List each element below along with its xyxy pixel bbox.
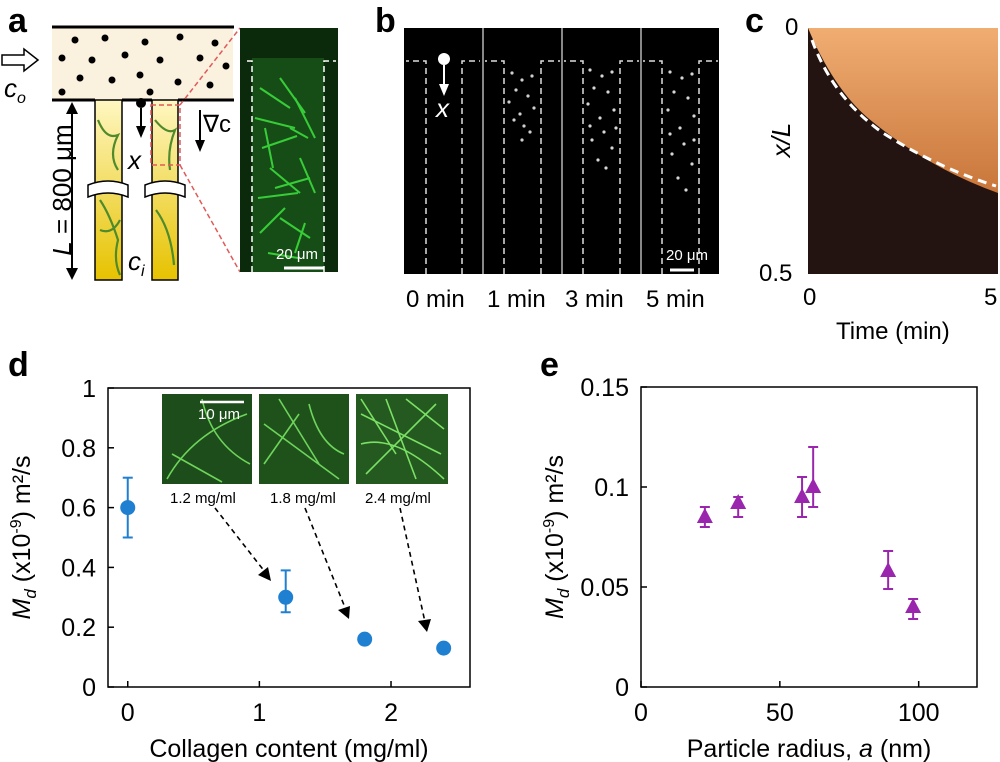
inset-1-2 bbox=[162, 394, 252, 484]
c-ylabel: x/L bbox=[766, 122, 796, 158]
inset-label-1: 1.2 mg/ml bbox=[170, 490, 236, 507]
scale-bar-label-b: 20 μm bbox=[666, 247, 708, 264]
chart-e: 0 0.05 0.1 0.15 0 50 100 Particle radius, a (nm… bbox=[541, 374, 978, 762]
panel-label-c: c bbox=[745, 2, 764, 40]
grad-c-label: ∇c bbox=[203, 111, 232, 138]
y-tick-label: 0.8 bbox=[61, 435, 96, 463]
data-point bbox=[278, 589, 294, 605]
data-point bbox=[880, 562, 897, 577]
time-frame-5 bbox=[643, 60, 718, 274]
x-axis-label: Collagen content (mg/ml) bbox=[149, 735, 428, 762]
data-point bbox=[905, 598, 922, 613]
y-tick-label: 0.1 bbox=[594, 474, 629, 502]
time-label-0: 0 min bbox=[406, 286, 465, 313]
y-tick-label: 0.05 bbox=[580, 574, 629, 602]
panel-label-a: a bbox=[8, 2, 27, 40]
time-label-3: 3 min bbox=[565, 286, 624, 313]
c-ytick-0: 0 bbox=[785, 14, 799, 41]
inset-scale-bar-label: 10 μm bbox=[198, 406, 240, 423]
chart-d-plot: 0 0.2 0.4 0.6 0.8 1 0 1 2 Collagen content (mg/ml… bbox=[8, 380, 471, 762]
particle-dots bbox=[58, 33, 230, 96]
y-axis-label: Md (x10-9) m²/s bbox=[541, 455, 573, 619]
x-tick-label: 0 bbox=[121, 699, 135, 727]
data-point bbox=[436, 640, 452, 656]
x-axis-label: Particle radius, a (nm) bbox=[687, 735, 932, 762]
y-tick-label: 0.2 bbox=[61, 614, 96, 642]
c-ytick-1: 0.5 bbox=[759, 260, 793, 287]
inset-label-3: 2.4 mg/ml bbox=[365, 490, 431, 507]
time-frame-3 bbox=[564, 60, 639, 274]
y-tick-label: 0.6 bbox=[61, 495, 96, 523]
y-tick-label: 1 bbox=[82, 380, 96, 403]
panel-label-e: e bbox=[540, 346, 559, 384]
x-tick-label: 0 bbox=[634, 699, 648, 727]
data-point bbox=[696, 508, 713, 523]
data-point bbox=[794, 488, 811, 503]
c-xtick-1: 5 bbox=[984, 284, 998, 311]
axes-frame bbox=[107, 387, 471, 688]
c-xlabel: Time (min) bbox=[836, 318, 950, 345]
chart-e-plot: 0 0.05 0.1 0.15 0 50 100 Particle radius, a (nm… bbox=[541, 374, 978, 762]
x-tick-label: 50 bbox=[766, 699, 794, 727]
axes-frame bbox=[640, 386, 978, 688]
x-tick-label: 1 bbox=[252, 699, 266, 727]
time-label-1: 1 min bbox=[487, 286, 546, 313]
time-label-5: 5 min bbox=[646, 286, 705, 313]
scale-bar-label-a: 20 μm bbox=[276, 246, 318, 263]
panel-b-timelapse bbox=[404, 28, 719, 274]
c-inner-label: ci bbox=[128, 246, 145, 281]
data-point bbox=[805, 478, 822, 493]
inset-1-8 bbox=[259, 394, 349, 484]
c-xtick-0: 0 bbox=[803, 284, 817, 311]
y-tick-label: 0.15 bbox=[580, 374, 629, 402]
panel-label-d: d bbox=[8, 346, 29, 384]
x-label-a: x bbox=[128, 145, 141, 175]
panel-label-b: b bbox=[375, 2, 396, 40]
x-label-b: x bbox=[436, 93, 449, 123]
c-outer-label: co bbox=[4, 73, 26, 108]
time-frame-0 bbox=[406, 53, 480, 274]
panel-d-insets bbox=[162, 394, 448, 484]
data-point bbox=[357, 631, 373, 647]
length-label: L = 800 μm bbox=[47, 124, 77, 256]
y-tick-label: 0 bbox=[615, 674, 629, 702]
chart-d: 0 0.2 0.4 0.6 0.8 1 0 1 2 Collagen content (mg/ml… bbox=[8, 380, 471, 762]
inset-2-4 bbox=[356, 394, 448, 484]
x-tick-label: 100 bbox=[898, 699, 940, 727]
y-tick-label: 0.4 bbox=[61, 554, 96, 582]
data-point bbox=[730, 494, 747, 509]
data-point bbox=[120, 500, 136, 516]
panel-c-kymograph bbox=[808, 28, 998, 274]
x-tick-label: 2 bbox=[384, 699, 398, 727]
collagen-fibers bbox=[96, 119, 178, 276]
inset-label-2: 1.8 mg/ml bbox=[270, 490, 336, 507]
time-frame-1 bbox=[485, 60, 560, 274]
panel-a-micrograph bbox=[240, 28, 338, 272]
y-axis-label: Md (x10-9) m²/s bbox=[8, 456, 40, 620]
y-tick-label: 0 bbox=[82, 674, 96, 702]
panel-a-schematic bbox=[1, 25, 240, 281]
